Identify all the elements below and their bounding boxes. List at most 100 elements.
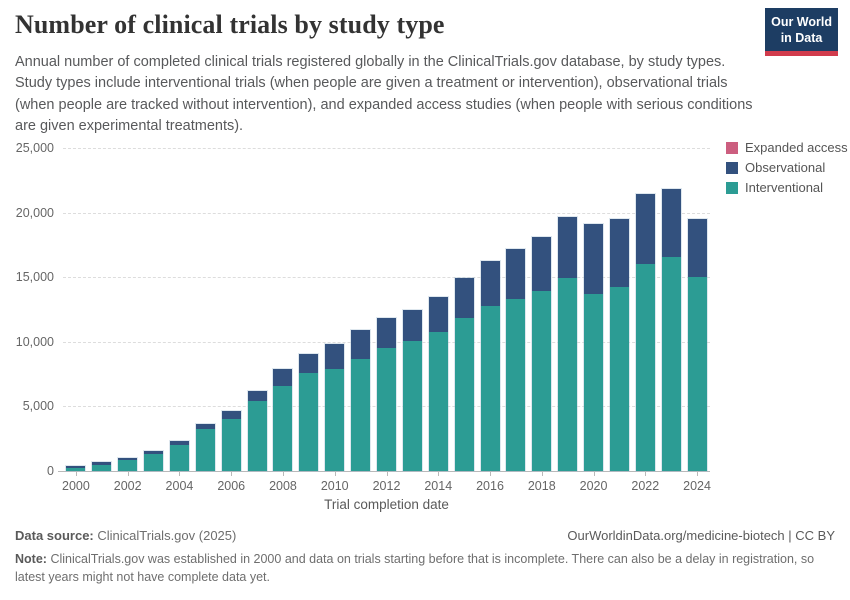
bar-segment-interventional — [635, 264, 655, 471]
bar-segment-interventional — [506, 298, 526, 471]
bar-segment-observational — [169, 441, 189, 446]
bar-2022[interactable] — [635, 194, 655, 471]
bar-segment-interventional — [609, 286, 629, 471]
x-tick-label-2014: 2014 — [424, 479, 453, 493]
bar-2023[interactable] — [661, 189, 681, 471]
bar-segment-interventional — [273, 386, 293, 471]
bar-segment-interventional — [428, 331, 448, 471]
bar-segment-observational — [506, 249, 526, 299]
bar-2011[interactable] — [351, 330, 371, 471]
bar-segment-interventional — [584, 294, 604, 471]
x-tick-2022 — [645, 471, 647, 476]
bar-2018[interactable] — [532, 237, 552, 471]
footnote-text: ClinicalTrials.gov was established in 20… — [15, 552, 815, 585]
bar-segment-observational — [532, 237, 552, 291]
bar-segment-observational — [118, 457, 138, 461]
data-source-label: Data source: — [15, 528, 94, 543]
x-tick-label-2024: 2024 — [683, 479, 711, 493]
data-source-value: ClinicalTrials.gov (2025) — [97, 528, 237, 543]
bar-2008[interactable] — [273, 368, 293, 471]
x-tick-2000 — [75, 471, 77, 476]
x-tick-2020 — [593, 471, 595, 476]
bar-segment-interventional — [532, 290, 552, 471]
logo-line2: in Data — [780, 30, 823, 45]
bar-segment-observational — [377, 318, 396, 348]
bar-2004[interactable] — [169, 441, 189, 471]
bar-segment-interventional — [66, 467, 86, 471]
x-tick-label-2004: 2004 — [165, 479, 194, 493]
bar-2016[interactable] — [480, 261, 500, 471]
bar-segment-interventional — [221, 418, 241, 471]
y-tick-label-0: 0 — [47, 464, 54, 478]
y-tick-label-5000: 5,000 — [22, 399, 54, 414]
legend-label: Interventional — [745, 180, 824, 195]
bar-segment-observational — [299, 353, 319, 373]
bar-segment-interventional — [169, 445, 189, 471]
bar-2024[interactable] — [687, 219, 707, 471]
bar-2012[interactable] — [377, 318, 396, 471]
bar-2020[interactable] — [584, 224, 604, 471]
x-tick-2024 — [697, 471, 699, 476]
bar-2006[interactable] — [221, 411, 241, 471]
x-tick-2010 — [334, 471, 336, 476]
bar-segment-observational — [687, 219, 707, 278]
bar-2013[interactable] — [402, 309, 422, 471]
legend-item-expanded-access: Expanded access — [726, 140, 848, 155]
bar-2002[interactable] — [118, 457, 138, 471]
legend-swatch — [726, 141, 738, 154]
owid-logo: Our World in Data — [765, 8, 838, 57]
gridline-25000 — [63, 148, 710, 149]
x-tick-2012 — [386, 471, 388, 476]
bar-2003[interactable] — [144, 451, 164, 471]
data-source: Data source: ClinicalTrials.gov (2025) — [15, 528, 236, 543]
x-tick-label-2016: 2016 — [476, 479, 504, 493]
bar-segment-interventional — [661, 256, 681, 471]
bar-segment-interventional — [558, 277, 578, 471]
bar-segment-observational — [273, 368, 293, 387]
bar-2005[interactable] — [195, 423, 215, 471]
bar-2015[interactable] — [454, 277, 474, 471]
x-tick-label-2008: 2008 — [269, 479, 297, 493]
x-tick-2002 — [127, 471, 129, 476]
x-axis-line — [58, 471, 710, 472]
bar-segment-interventional — [402, 341, 422, 471]
plot-area: 0 5,000 10,000 15,000 20,000 25,000 2000 2002 20… — [16, 141, 711, 493]
bar-segment-interventional — [377, 347, 396, 471]
bar-2021[interactable] — [609, 218, 629, 471]
x-tick-2006 — [231, 471, 233, 476]
bar-segment-observational — [661, 189, 681, 257]
y-tick-label-10000: 10,000 — [15, 334, 54, 349]
footnote-label: Note: — [15, 552, 47, 566]
bar-2000[interactable] — [66, 465, 86, 471]
chart-legend: Expanded access Observational Intervention… — [726, 140, 848, 200]
bar-segment-observational — [66, 465, 86, 468]
bar-segment-observational — [221, 411, 241, 419]
owid-license-link[interactable]: OurWorldinData.org/medicine-biotech | CC… — [567, 528, 835, 543]
legend-swatch — [726, 181, 738, 194]
bar-2001[interactable] — [92, 462, 112, 471]
x-tick-label-2018: 2018 — [527, 479, 556, 493]
bar-2010[interactable] — [325, 343, 345, 471]
bar-2017[interactable] — [506, 249, 526, 471]
bar-2019[interactable] — [558, 217, 578, 471]
bar-segment-observational — [635, 194, 655, 265]
gridline-20000 — [63, 212, 710, 214]
bar-segment-observational — [144, 451, 164, 455]
bar-2007[interactable] — [247, 390, 267, 471]
bar-segment-interventional — [325, 368, 345, 471]
bar-segment-interventional — [118, 460, 138, 471]
x-tick-2018 — [541, 471, 543, 476]
bar-segment-observational — [584, 224, 604, 295]
bar-segment-interventional — [351, 358, 371, 471]
x-tick-2004 — [179, 471, 181, 476]
bar-2009[interactable] — [299, 353, 319, 471]
chart-footer: Data source: ClinicalTrials.gov (2025) O… — [15, 528, 835, 586]
bar-segment-observational — [92, 462, 112, 465]
bar-segment-interventional — [299, 372, 319, 471]
x-tick-label-2022: 2022 — [631, 479, 660, 493]
legend-label: Expanded access — [745, 140, 848, 155]
y-tick-label-20000: 20,000 — [15, 205, 54, 220]
x-tick-label-2002: 2002 — [113, 479, 142, 493]
bar-2014[interactable] — [428, 296, 448, 471]
x-tick-label-2000: 2000 — [62, 479, 90, 493]
